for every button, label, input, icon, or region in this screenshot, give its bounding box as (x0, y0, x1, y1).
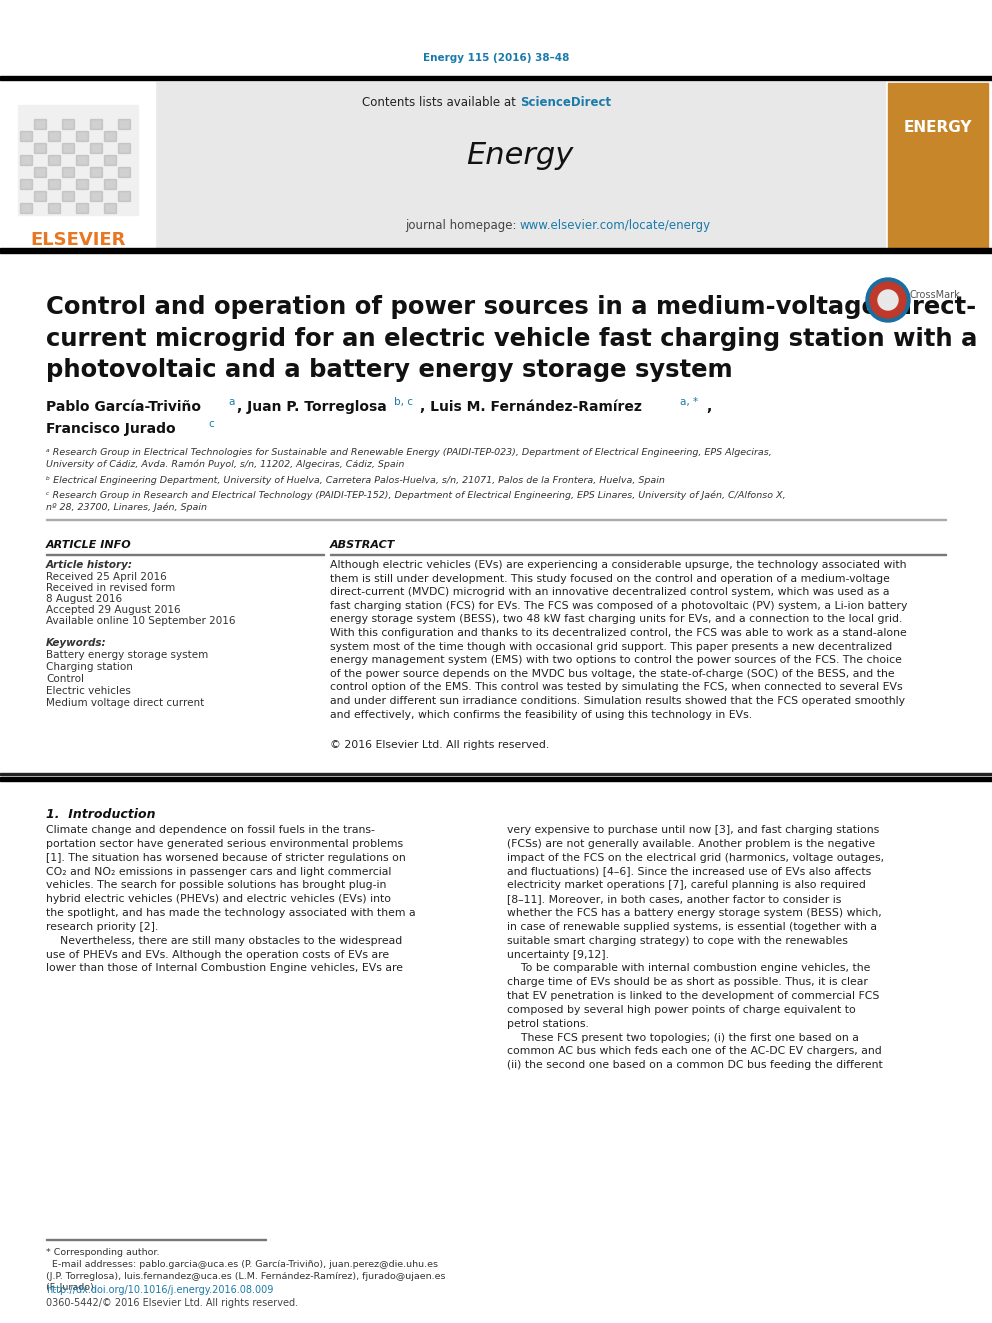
Text: ENERGY: ENERGY (904, 120, 972, 135)
Bar (118, 167, 130, 177)
Text: ELSEVIER: ELSEVIER (31, 232, 126, 249)
Text: * Corresponding author.
  E-mail addresses: pablo.garcia@uca.es (P. García-Trivi: * Corresponding author. E-mail addresses… (46, 1248, 445, 1293)
Text: Received in revised form: Received in revised form (46, 583, 176, 593)
Text: Article history:: Article history: (46, 560, 133, 570)
Text: http://dx.doi.org/10.1016/j.energy.2016.08.009: http://dx.doi.org/10.1016/j.energy.2016.… (46, 1285, 274, 1295)
Bar (118, 191, 130, 201)
Text: Medium voltage direct current: Medium voltage direct current (46, 699, 204, 708)
Bar (104, 179, 116, 189)
Text: b, c: b, c (394, 397, 413, 407)
Bar (62, 167, 74, 177)
Bar (155, 82, 885, 250)
Text: ABSTRACT: ABSTRACT (330, 540, 396, 550)
Text: ᵃ Research Group in Electrical Technologies for Sustainable and Renewable Energy: ᵃ Research Group in Electrical Technolog… (46, 448, 772, 470)
Text: , Juan P. Torreglosa: , Juan P. Torreglosa (237, 400, 392, 414)
Bar (104, 131, 116, 142)
Bar (0, 75, 992, 79)
Bar (20, 131, 32, 142)
Bar (62, 191, 74, 201)
Text: © 2016 Elsevier Ltd. All rights reserved.: © 2016 Elsevier Ltd. All rights reserved… (330, 740, 550, 750)
Text: , Luis M. Fernández-Ramírez: , Luis M. Fernández-Ramírez (420, 400, 647, 414)
Text: Electric vehicles: Electric vehicles (46, 687, 131, 696)
Bar (0, 82, 155, 250)
Text: Energy 115 (2016) 38–48: Energy 115 (2016) 38–48 (423, 53, 569, 64)
Bar (48, 131, 60, 142)
Bar (0, 247, 992, 253)
Bar (104, 155, 116, 165)
Text: a, *: a, * (680, 397, 698, 407)
Bar (90, 167, 102, 177)
Bar (48, 155, 60, 165)
Text: ScienceDirect: ScienceDirect (520, 97, 611, 110)
Text: ᶜ Research Group in Research and Electrical Technology (PAIDI-TEP-152), Departme: ᶜ Research Group in Research and Electri… (46, 490, 786, 512)
Text: 0360-5442/© 2016 Elsevier Ltd. All rights reserved.: 0360-5442/© 2016 Elsevier Ltd. All right… (46, 1298, 299, 1308)
Bar (104, 202, 116, 213)
Text: 1.  Introduction: 1. Introduction (46, 808, 156, 822)
Bar (0, 773, 992, 775)
Bar (76, 179, 88, 189)
Bar (76, 155, 88, 165)
Bar (118, 143, 130, 153)
Text: Francisco Jurado: Francisco Jurado (46, 422, 181, 437)
Bar (48, 202, 60, 213)
Text: a: a (228, 397, 234, 407)
Bar (118, 119, 130, 130)
Text: Pablo García-Triviño: Pablo García-Triviño (46, 400, 206, 414)
Bar (76, 202, 88, 213)
Text: Control: Control (46, 673, 84, 684)
Text: Contents lists available at: Contents lists available at (362, 97, 520, 110)
Text: CrossMark: CrossMark (910, 290, 960, 300)
Text: ᵇ Electrical Engineering Department, University of Huelva, Carretera Palos-Huelv: ᵇ Electrical Engineering Department, Uni… (46, 476, 665, 486)
Bar (34, 167, 46, 177)
Bar (62, 119, 74, 130)
Bar (20, 155, 32, 165)
Bar (34, 119, 46, 130)
Text: ARTICLE INFO: ARTICLE INFO (46, 540, 132, 550)
Bar (90, 143, 102, 153)
Text: 8 August 2016: 8 August 2016 (46, 594, 122, 605)
Text: Keywords:: Keywords: (46, 638, 106, 648)
Text: Accepted 29 August 2016: Accepted 29 August 2016 (46, 605, 181, 615)
Bar (20, 179, 32, 189)
Bar (0, 777, 992, 781)
Text: ,: , (706, 400, 711, 414)
Circle shape (878, 290, 898, 310)
Text: Although electric vehicles (EVs) are experiencing a considerable upsurge, the te: Although electric vehicles (EVs) are exp… (330, 560, 908, 720)
Text: Received 25 April 2016: Received 25 April 2016 (46, 572, 167, 582)
Text: Energy: Energy (466, 140, 573, 169)
Bar (18, 105, 138, 216)
Text: journal homepage:: journal homepage: (405, 218, 520, 232)
Text: Charging station: Charging station (46, 662, 133, 672)
Bar (888, 83, 988, 247)
Bar (34, 143, 46, 153)
Circle shape (866, 278, 910, 321)
Circle shape (870, 282, 906, 318)
Text: Climate change and dependence on fossil fuels in the trans-
portation sector hav: Climate change and dependence on fossil … (46, 826, 416, 974)
Text: Control and operation of power sources in a medium-voltage direct-
current micro: Control and operation of power sources i… (46, 295, 977, 382)
Text: Available online 10 September 2016: Available online 10 September 2016 (46, 617, 235, 626)
Text: very expensive to purchase until now [3], and fast charging stations
(FCSs) are : very expensive to purchase until now [3]… (507, 826, 884, 1070)
Text: www.elsevier.com/locate/energy: www.elsevier.com/locate/energy (520, 218, 711, 232)
Bar (48, 179, 60, 189)
Bar (62, 143, 74, 153)
Bar (90, 191, 102, 201)
Bar (34, 191, 46, 201)
Bar (90, 119, 102, 130)
Text: Battery energy storage system: Battery energy storage system (46, 650, 208, 660)
Bar (76, 131, 88, 142)
Bar (20, 202, 32, 213)
Text: c: c (208, 419, 213, 429)
